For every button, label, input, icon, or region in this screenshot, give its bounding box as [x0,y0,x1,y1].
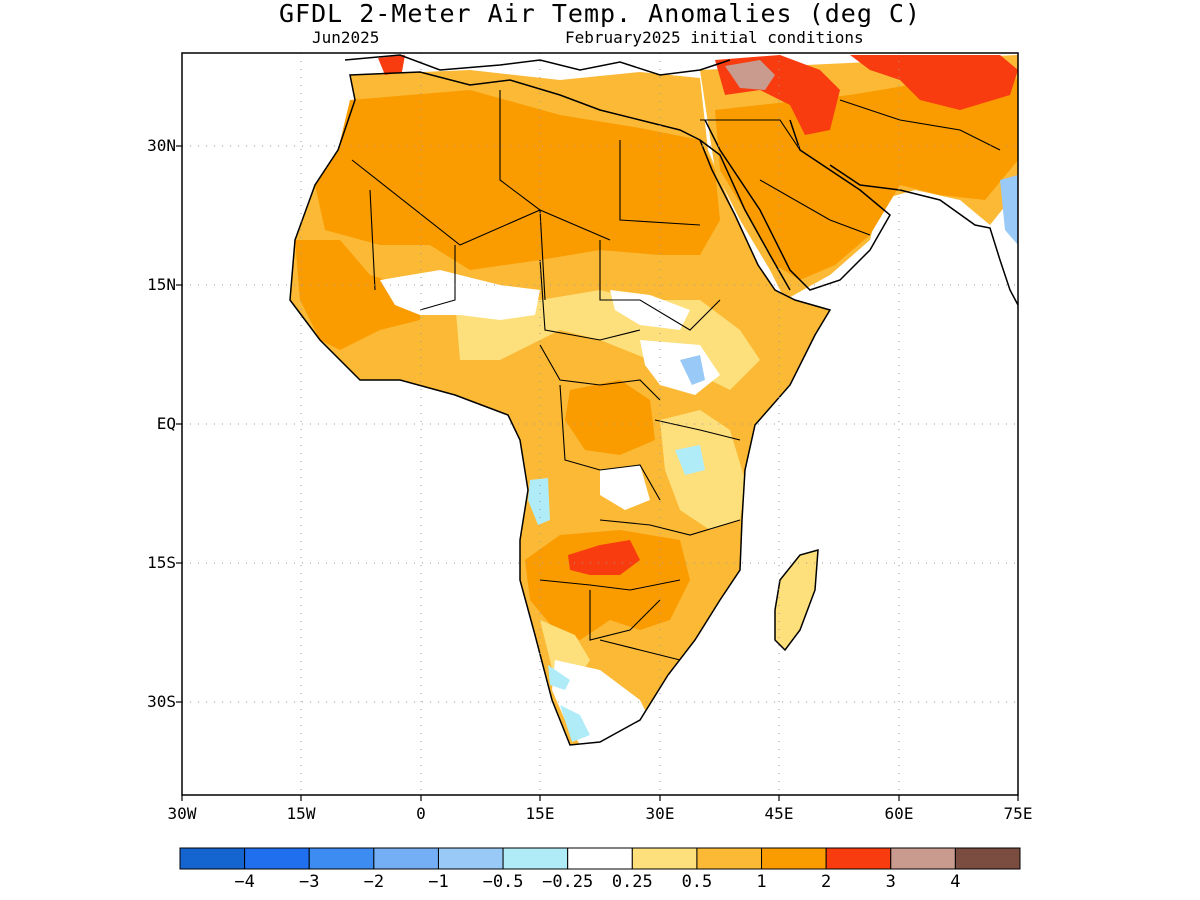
west-africa-warm-fill [295,240,420,350]
colorbar-label: −3 [298,872,320,892]
namibia-coast-cool-anomaly-fill [548,665,570,690]
colorbar [179,847,1021,870]
madagascar-coastline [774,548,819,652]
angola-coast-cool-anomaly-fill [528,478,550,525]
lon-label-15w: 15W [286,804,316,823]
lat-label-30s: 30S [147,692,176,711]
kenya-cool-anomaly-fill [675,445,705,475]
congo-neutral-fill [600,465,650,510]
colorbar-swatch [179,847,246,870]
arabia-coastline [704,119,891,291]
colorbar-swatch [696,847,763,870]
lon-label-45e: 45E [764,804,794,823]
colorbar-swatch [502,847,569,870]
lat-label-eq: EQ [156,414,176,433]
colorbar-swatch [373,847,439,870]
colorbar-label: 0.25 [611,872,653,892]
africa-coastline [289,71,832,746]
lon-label-0: 0 [416,804,426,823]
lon-label-75e: 75E [1003,804,1033,823]
central-asia-red-anomaly-fill [850,55,1018,110]
asia-coastline [829,164,1018,306]
lat-label-15n: 15N [147,275,176,294]
map-gridlines [182,53,1018,795]
colorbar-label: −4 [234,872,255,892]
india-cool-anomaly-fill [1000,175,1018,245]
lat-label-15s: 15S [147,553,176,572]
colorbar-label: 1 [756,872,767,892]
sahel-neutral-fill [380,270,540,320]
colorbar-label: 0.5 [681,872,713,892]
colorbar-swatch [761,847,827,870]
colorbar-label: 3 [885,872,896,892]
colorbar-swatch [954,847,1021,870]
page-title: GFDL 2-Meter Air Temp. Anomalies (deg C) [278,0,922,28]
ethiopia-cool-anomaly-fill [680,355,705,385]
lat-label-30n: 30N [147,136,176,155]
cape-cool-anomaly-fill [560,705,590,742]
sahara-anomaly-fill [315,90,720,270]
colorbar-label: 2 [821,872,832,892]
colorbar-label: −0.25 [542,872,594,892]
colorbar-label: −0.5 [482,872,524,892]
madagascar-anomaly-fill [775,550,818,650]
colorbar-label: −1 [428,872,449,892]
caucasus-anomaly-fill [725,60,775,90]
axis-tick-marks [176,145,1019,801]
lon-label-60e: 60E [884,804,914,823]
southern-africa-anomaly-fill [525,530,690,640]
colorbar-swatch [825,847,892,870]
mediterranean-red-anomaly-fill [378,55,405,75]
lon-label-15e: 15E [525,804,555,823]
valid-month-label: Jun2025 [312,28,380,47]
lon-label-30w: 30W [167,804,197,823]
colorbar-label: −2 [363,872,385,892]
red-sea-coastline [699,139,791,291]
colorbar-swatch [437,847,504,870]
colorbar-swatch [308,847,375,870]
colorbar-label: 4 [950,872,961,892]
anomaly-fill [289,54,1018,746]
colorbar-swatch [567,847,633,870]
zambia-red-anomaly-fill [568,540,640,575]
europe-coastline [344,54,731,76]
colorbar-swatch [244,847,310,870]
country-borders [351,90,1001,661]
colorbar-swatch [631,847,698,870]
lon-label-30e: 30E [645,804,675,823]
colorbar-swatch [890,847,956,870]
central-africa-anomaly-fill [565,380,655,455]
init-conditions-label: February2025 initial conditions [565,28,864,47]
